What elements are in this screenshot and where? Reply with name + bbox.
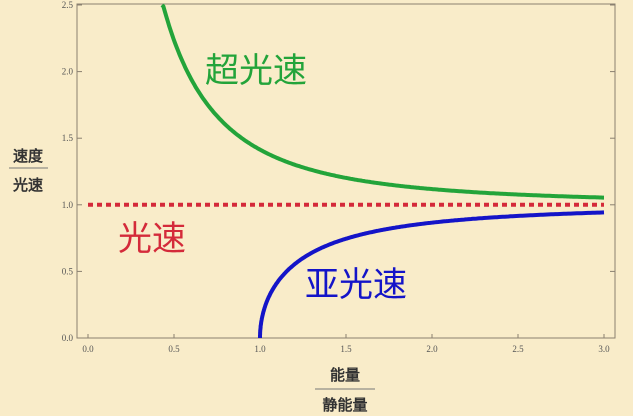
y-tick-label: 1.5: [62, 133, 74, 143]
y-tick-label: 0.0: [62, 333, 74, 343]
label-superluminal: 超光速: [205, 51, 307, 91]
x-tick-label: 0.5: [168, 344, 180, 354]
x-label-numerator: 能量: [330, 366, 360, 384]
x-axis-label: 能量 静能量: [315, 366, 375, 414]
x-tick-label: 0.0: [82, 344, 94, 354]
y-label-numerator: 速度: [13, 147, 44, 165]
x-tick-label: 3.0: [598, 344, 610, 354]
y-axis-label: 速度 光速: [9, 147, 48, 194]
y-tick-label: 1.0: [62, 200, 74, 210]
y-tick-label: 2.0: [62, 67, 74, 77]
label-light-speed: 光速: [118, 219, 186, 259]
series-subluminal: [258, 210, 605, 338]
x-tick-label: 1.5: [340, 344, 352, 354]
y-tick-label: 2.5: [62, 0, 74, 10]
ticks: 0.0 0.5 1.0 1.5 2.0 2.5 3.0 0.0 0.5 1.0 1.5 2.0 2.5: [62, 0, 615, 354]
x-tick-label: 1.0: [254, 344, 266, 354]
x-tick-label: 2.0: [426, 344, 438, 354]
series-superluminal: [160, 3, 604, 200]
x-tick-label: 2.5: [512, 344, 524, 354]
x-label-denominator: 静能量: [322, 396, 367, 414]
y-tick-label: 0.5: [62, 266, 74, 276]
label-subluminal: 亚光速: [305, 265, 407, 305]
series: [88, 3, 605, 338]
y-label-denominator: 光速: [12, 176, 43, 194]
